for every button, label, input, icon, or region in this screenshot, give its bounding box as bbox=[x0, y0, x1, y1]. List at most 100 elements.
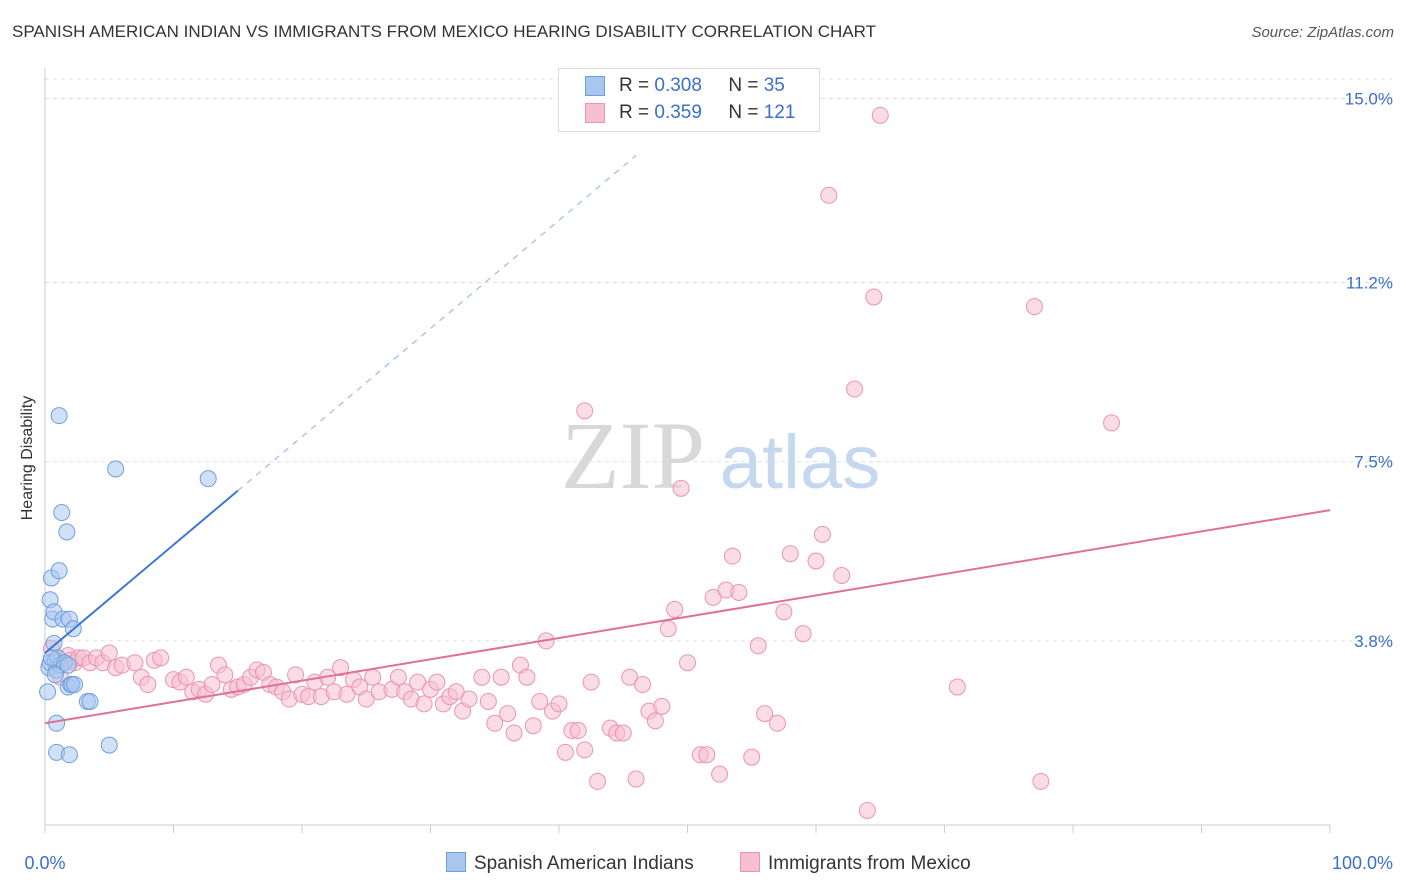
legend-r-value-pink: 0.359 bbox=[654, 102, 702, 123]
data-point-pink bbox=[338, 685, 356, 703]
x-tick-label: 0.0% bbox=[24, 853, 65, 873]
data-point-pink bbox=[473, 668, 491, 686]
watermark-atlas: atlas bbox=[720, 420, 881, 505]
data-point-pink bbox=[666, 600, 684, 618]
data-point-pink bbox=[479, 692, 497, 710]
data-point-pink bbox=[177, 668, 195, 686]
legend-n-value-pink: 121 bbox=[763, 102, 796, 123]
data-point-pink bbox=[646, 712, 664, 730]
data-point-pink bbox=[749, 637, 767, 655]
legend-swatch-blue bbox=[585, 76, 605, 96]
data-point-pink bbox=[743, 748, 761, 766]
data-point-pink bbox=[576, 741, 594, 759]
data-point-pink bbox=[756, 705, 774, 723]
data-point-pink bbox=[550, 695, 568, 713]
data-point-pink bbox=[1103, 414, 1121, 432]
data-point-pink bbox=[460, 690, 478, 708]
data-point-pink bbox=[820, 186, 838, 204]
data-point-blue bbox=[50, 407, 68, 425]
data-point-pink bbox=[428, 673, 446, 691]
data-point-pink bbox=[698, 746, 716, 764]
data-point-blue bbox=[58, 523, 76, 541]
watermark: ZIP atlas bbox=[561, 402, 880, 509]
data-point-pink bbox=[486, 714, 504, 732]
data-point-blue bbox=[66, 676, 84, 694]
data-point-blue bbox=[42, 649, 60, 667]
data-point-blue bbox=[50, 562, 68, 580]
trend-line-blue bbox=[44, 489, 239, 654]
data-point-pink bbox=[364, 668, 382, 686]
data-point-pink bbox=[711, 765, 729, 783]
legend-r-label: R = bbox=[619, 75, 650, 96]
data-point-blue bbox=[46, 666, 64, 684]
series-spanish-american-indians bbox=[39, 407, 217, 764]
data-point-pink bbox=[813, 525, 831, 543]
data-point-pink bbox=[659, 620, 677, 638]
data-point-pink bbox=[152, 649, 170, 667]
data-point-pink bbox=[100, 644, 118, 662]
data-point-pink bbox=[730, 583, 748, 601]
legend-r-label: R = bbox=[619, 102, 650, 123]
data-point-pink bbox=[1032, 772, 1050, 790]
data-point-pink bbox=[287, 666, 305, 684]
data-point-pink bbox=[621, 668, 639, 686]
data-point-pink bbox=[357, 690, 375, 708]
data-point-pink bbox=[833, 567, 851, 585]
data-point-pink bbox=[723, 547, 741, 565]
data-point-pink bbox=[1025, 298, 1043, 316]
data-point-pink bbox=[582, 673, 600, 691]
data-point-pink bbox=[524, 717, 542, 735]
tick-labels: 3.8% 7.5% 11.2% 15.0% 0.0% 100.0% bbox=[24, 89, 1393, 873]
bottom-legend-swatch-pink bbox=[740, 852, 760, 872]
data-point-pink bbox=[871, 106, 889, 124]
data-point-pink bbox=[781, 545, 799, 563]
data-point-pink bbox=[409, 673, 427, 691]
data-point-pink bbox=[139, 676, 157, 694]
data-point-pink bbox=[948, 678, 966, 696]
data-point-pink bbox=[531, 692, 549, 710]
y-tick-label: 15.0% bbox=[1345, 89, 1393, 108]
chart-title: SPANISH AMERICAN INDIAN VS IMMIGRANTS FR… bbox=[12, 22, 876, 41]
data-point-blue bbox=[59, 656, 77, 674]
legend-n-value-blue: 35 bbox=[763, 75, 785, 96]
data-point-pink bbox=[492, 668, 510, 686]
data-point-pink bbox=[865, 288, 883, 306]
data-point-pink bbox=[634, 676, 652, 694]
trend-line-pink bbox=[44, 509, 1331, 725]
data-point-pink bbox=[518, 668, 536, 686]
data-point-pink bbox=[576, 402, 594, 420]
bottom-legend-label-blue: Spanish American Indians bbox=[474, 853, 694, 874]
data-point-pink bbox=[499, 705, 517, 723]
legend-r-value-blue: 0.308 bbox=[654, 75, 702, 96]
data-point-pink bbox=[614, 724, 632, 742]
data-point-blue bbox=[199, 470, 217, 488]
data-point-pink bbox=[556, 743, 574, 761]
y-tick-label: 7.5% bbox=[1354, 453, 1393, 472]
bottom-legend-pink: Immigrants from Mexico bbox=[740, 852, 971, 875]
data-point-pink bbox=[389, 668, 407, 686]
data-point-pink bbox=[589, 772, 607, 790]
data-point-pink bbox=[203, 676, 221, 694]
data-point-pink bbox=[569, 722, 587, 740]
data-point-pink bbox=[332, 659, 350, 677]
gridlines bbox=[45, 78, 1392, 642]
data-point-blue bbox=[53, 504, 71, 522]
data-point-pink bbox=[672, 479, 690, 497]
data-point-pink bbox=[505, 724, 523, 742]
data-point-pink bbox=[679, 654, 696, 672]
data-point-pink bbox=[846, 380, 864, 398]
data-point-pink bbox=[126, 654, 144, 672]
data-point-pink bbox=[794, 625, 812, 643]
stats-legend: R = 0.308 N = 35 R = 0.359 N = 121 bbox=[558, 68, 820, 132]
data-point-pink bbox=[216, 666, 234, 684]
bottom-legend-label-pink: Immigrants from Mexico bbox=[768, 853, 971, 874]
legend-n-label: N = bbox=[728, 75, 759, 96]
source-label: Source: ZipAtlas.com bbox=[1251, 24, 1394, 41]
data-point-blue bbox=[81, 692, 99, 710]
data-point-pink bbox=[447, 683, 465, 701]
data-point-pink bbox=[775, 603, 793, 621]
data-point-blue bbox=[100, 736, 118, 754]
x-tick-label: 100.0% bbox=[1332, 853, 1393, 873]
trend-lines bbox=[44, 154, 1331, 725]
